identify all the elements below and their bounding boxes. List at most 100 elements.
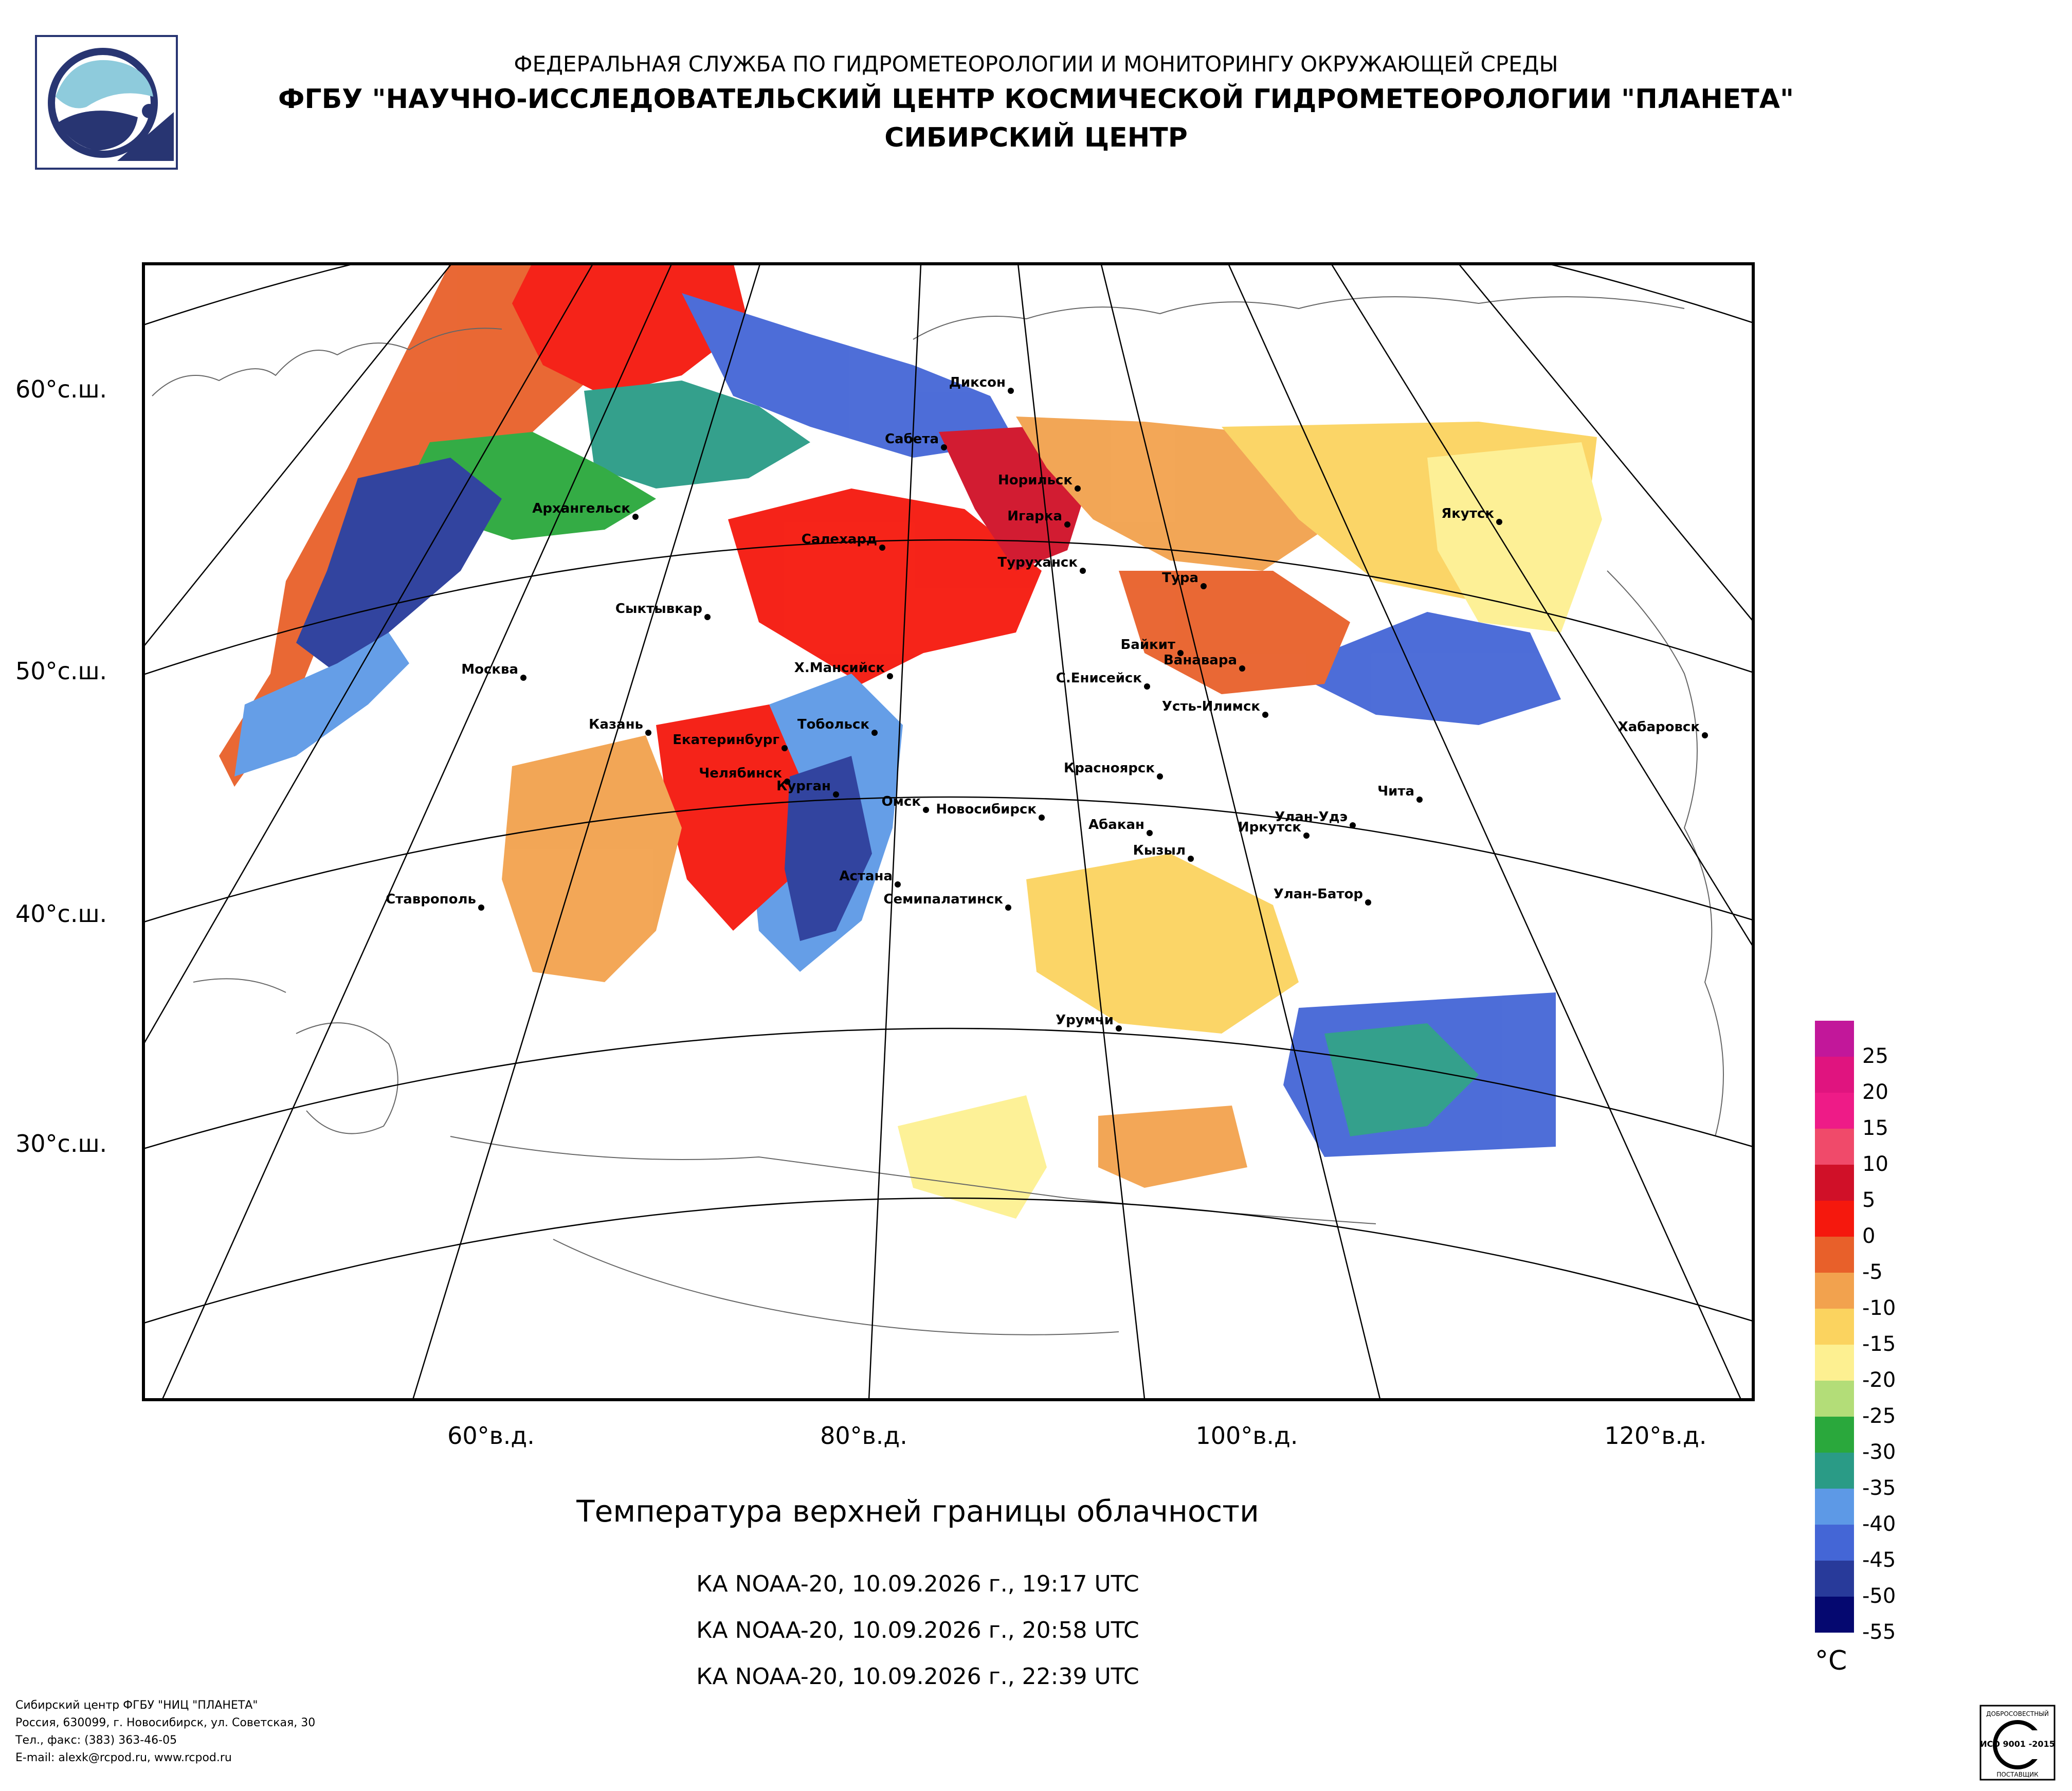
legend-label: -20 bbox=[1862, 1368, 1896, 1392]
legend-swatch bbox=[1815, 1201, 1854, 1237]
city-label: Кызыл bbox=[1133, 843, 1186, 858]
legend-swatch bbox=[1815, 1489, 1854, 1525]
pass-1: КА NOAA-20, 10.09.2026 г., 19:17 UTC bbox=[696, 1571, 1139, 1597]
city-dot bbox=[923, 807, 929, 813]
city-label: Новосибирск bbox=[936, 802, 1037, 817]
iso-bottom-text: ПОСТАВЩИК bbox=[1996, 1771, 2039, 1778]
city-label: Якутск bbox=[1441, 506, 1494, 521]
legend-swatch bbox=[1815, 1273, 1854, 1309]
legend-label: -50 bbox=[1862, 1584, 1896, 1608]
city-label: Улан-Удэ bbox=[1275, 809, 1348, 825]
city-dot bbox=[781, 745, 788, 751]
lat-label-60: 60°с.ш. bbox=[15, 375, 107, 403]
legend-swatch bbox=[1815, 1021, 1854, 1057]
city-dot bbox=[1416, 797, 1423, 803]
city-label: Игарка bbox=[1007, 509, 1062, 524]
iso-certification-badge: ДОБРОСОВЕСТНЫЙ ИСО 9001 -2015 ПОСТАВЩИК bbox=[1979, 1705, 2056, 1781]
city-label: Байкит bbox=[1120, 637, 1175, 653]
footer-line: Тел., факс: (383) 363-46-05 bbox=[15, 1734, 177, 1747]
city-dot bbox=[1702, 732, 1708, 738]
city-label: Диксон bbox=[949, 375, 1006, 390]
legend-label: 10 bbox=[1862, 1152, 1888, 1176]
city-label: С.Енисейск bbox=[1056, 671, 1142, 686]
city-dot bbox=[833, 791, 839, 798]
legend-swatch bbox=[1815, 1057, 1854, 1093]
city-dot bbox=[1350, 822, 1356, 828]
legend-label: 25 bbox=[1862, 1044, 1888, 1068]
lon-label-120: 120°в.д. bbox=[1604, 1422, 1707, 1450]
city-dot bbox=[1005, 904, 1011, 911]
legend-label: 5 bbox=[1862, 1188, 1876, 1212]
footer-contacts: Сибирский центр ФГБУ "НИЦ "ПЛАНЕТА" Росс… bbox=[15, 1697, 315, 1767]
city-label: Сабета bbox=[885, 431, 939, 447]
lat-label-30: 30°с.ш. bbox=[15, 1130, 107, 1157]
map-canvas: Диксон Сабета Норильск Игарка Архангельск Сал… bbox=[145, 265, 1752, 1398]
iso-top-text: ДОБРОСОВЕСТНЫЙ bbox=[1986, 1710, 2049, 1717]
city-dot bbox=[1116, 1025, 1122, 1032]
legend-swatch bbox=[1815, 1165, 1854, 1201]
agency-name: ФЕДЕРАЛЬНАЯ СЛУЖБА ПО ГИДРОМЕТЕОРОЛОГИИ … bbox=[514, 51, 1558, 77]
legend-swatch bbox=[1815, 1237, 1854, 1273]
city-label: Чита bbox=[1377, 784, 1414, 799]
legend-swatch bbox=[1815, 1129, 1854, 1165]
city-dot bbox=[1177, 650, 1184, 656]
city-label: Тобольск bbox=[797, 717, 870, 732]
legend-label: -10 bbox=[1862, 1296, 1896, 1320]
city-dot bbox=[784, 779, 790, 785]
footer-line: Сибирский центр ФГБУ "НИЦ "ПЛАНЕТА" bbox=[15, 1699, 258, 1712]
city-label: Хабаровск bbox=[1618, 719, 1700, 735]
cloud-top-temperature-map: Диксон Сабета Норильск Игарка Архангельск Сал… bbox=[142, 262, 1755, 1401]
legend-label: 0 bbox=[1862, 1224, 1876, 1248]
city-dot bbox=[645, 730, 651, 736]
city-dot bbox=[632, 514, 639, 520]
city-dot bbox=[1365, 899, 1371, 906]
city-label: Архангельск bbox=[532, 501, 630, 516]
city-label: Москва bbox=[461, 662, 518, 677]
city-dot bbox=[704, 614, 711, 620]
city-label: Красноярск bbox=[1064, 761, 1155, 776]
legend-swatch bbox=[1815, 1309, 1854, 1345]
city-label: Астана bbox=[839, 869, 893, 884]
city-dot bbox=[887, 673, 893, 679]
city-label: Х.Мансийск bbox=[794, 660, 885, 676]
iso-standard-text: ИСО 9001 -2015 bbox=[1980, 1739, 2055, 1749]
city-dot bbox=[1201, 583, 1207, 589]
city-label: Улан-Батор bbox=[1274, 887, 1363, 902]
city-label: Иркутск bbox=[1238, 820, 1301, 835]
city-markers: Диксон Сабета Норильск Игарка Архангельск Сал… bbox=[386, 375, 1708, 1032]
city-dot bbox=[1080, 568, 1086, 574]
city-dot bbox=[478, 904, 484, 911]
city-dot bbox=[1239, 665, 1245, 672]
lat-label-40: 40°с.ш. bbox=[15, 900, 107, 928]
city-label: Ванавара bbox=[1164, 653, 1237, 668]
legend-label: -15 bbox=[1862, 1332, 1896, 1356]
city-dot bbox=[1147, 830, 1153, 836]
city-label: Туруханск bbox=[997, 555, 1078, 570]
legend-label: 15 bbox=[1862, 1116, 1888, 1140]
city-label: Сыктывкар bbox=[615, 601, 702, 617]
city-dot bbox=[871, 730, 878, 736]
city-label: Салехард bbox=[802, 532, 877, 547]
city-dot bbox=[1303, 833, 1310, 839]
lon-label-60: 60°в.д. bbox=[447, 1422, 535, 1450]
city-label: Абакан bbox=[1088, 817, 1144, 833]
lon-label-100: 100°в.д. bbox=[1195, 1422, 1298, 1450]
city-label: Омск bbox=[882, 794, 921, 809]
city-dot bbox=[1157, 773, 1163, 780]
city-dot bbox=[1496, 519, 1502, 525]
coastlines bbox=[152, 296, 1724, 1335]
city-dot bbox=[895, 881, 901, 888]
city-label: Курган bbox=[776, 779, 831, 794]
city-dot bbox=[1039, 815, 1045, 821]
city-dot bbox=[941, 444, 947, 450]
legend-swatch bbox=[1815, 1381, 1854, 1417]
city-dot bbox=[520, 675, 526, 681]
legend-label: -5 bbox=[1862, 1260, 1883, 1284]
footer-line: E-mail: alexk@rcpod.ru, www.rcpod.ru bbox=[15, 1751, 232, 1764]
city-dot bbox=[1188, 856, 1194, 862]
legend-label: -40 bbox=[1862, 1512, 1896, 1536]
pass-2: КА NOAA-20, 10.09.2026 г., 20:58 UTC bbox=[696, 1617, 1139, 1643]
institute-name: ФГБУ "НАУЧНО-ИССЛЕДОВАТЕЛЬСКИЙ ЦЕНТР КОС… bbox=[278, 84, 1794, 115]
legend-label: -30 bbox=[1862, 1440, 1896, 1464]
city-dot bbox=[1064, 521, 1070, 528]
